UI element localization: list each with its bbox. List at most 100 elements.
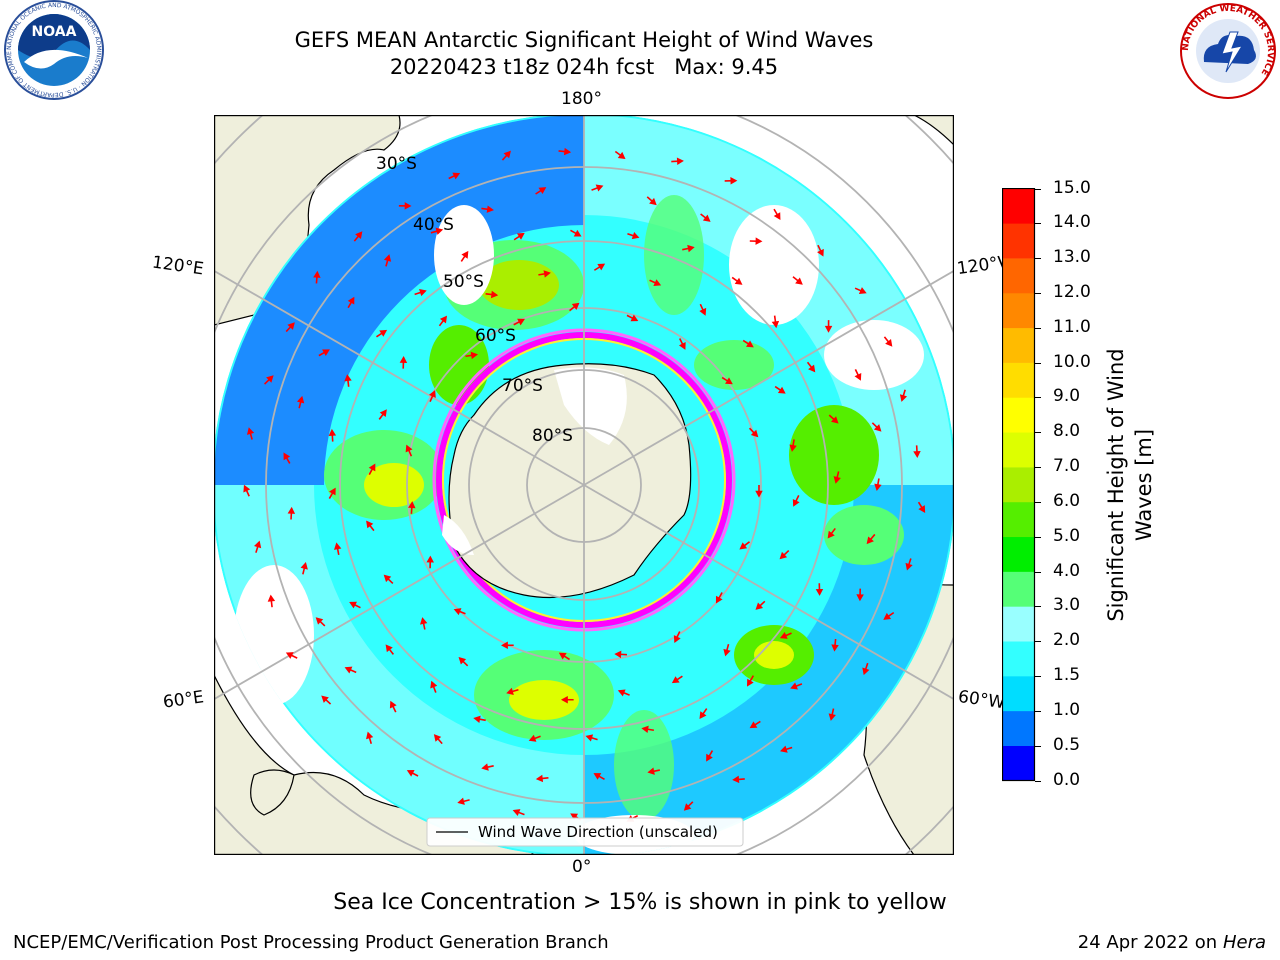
colorbar-tick-mark bbox=[1035, 467, 1041, 469]
wave-direction-arrowhead bbox=[779, 551, 788, 560]
wave-direction-arrowhead bbox=[815, 588, 824, 596]
wave-direction-arrowhead bbox=[771, 320, 780, 329]
colorbar-tick-mark bbox=[1035, 641, 1041, 643]
wave-direction-arrowhead bbox=[313, 270, 321, 278]
wave-direction-arrowhead bbox=[419, 617, 428, 625]
wave-direction-arrowhead bbox=[283, 452, 291, 461]
colorbar-segment bbox=[1002, 710, 1035, 746]
wave-direction-arrowhead bbox=[287, 506, 296, 514]
colorbar-tick-label: 0.0 bbox=[1053, 769, 1081, 790]
colorbar-tick-mark bbox=[1035, 327, 1041, 329]
colorbar-tick-mark bbox=[1035, 780, 1041, 782]
wave-direction-arrowhead bbox=[780, 745, 788, 753]
wave-direction-arrowhead bbox=[452, 172, 461, 180]
colorbar-segment bbox=[1002, 676, 1035, 712]
wave-direction-arrowhead bbox=[516, 232, 525, 240]
noaa-logo-text: NOAA bbox=[32, 24, 77, 40]
wave-direction-arrowhead bbox=[746, 340, 754, 348]
wave-direction-arrowhead bbox=[300, 562, 308, 570]
colorbar-tick-label: 3.0 bbox=[1053, 595, 1081, 616]
wave-direction-arrowhead bbox=[428, 390, 436, 398]
colorbar-tick-label: 1.0 bbox=[1053, 699, 1081, 720]
colorbar-tick-mark bbox=[1035, 292, 1041, 294]
wave-direction-arrowhead bbox=[571, 302, 580, 310]
wave-direction-arrowhead bbox=[792, 498, 800, 507]
credit-left: NCEP/EMC/Verification Post Processing Pr… bbox=[13, 932, 609, 953]
wave-direction-arrowhead bbox=[913, 450, 921, 459]
wave-direction-arrowhead bbox=[512, 809, 521, 817]
wave-direction-arrowhead bbox=[573, 229, 582, 237]
wave-direction-arrowhead bbox=[321, 695, 329, 703]
wave-direction-arrowhead bbox=[506, 687, 514, 695]
lon-label-60w: 60°W bbox=[956, 686, 1006, 714]
colorbar-segment bbox=[1002, 362, 1035, 398]
wave-direction-arrowhead bbox=[406, 770, 415, 777]
wave-direction-arrowhead bbox=[874, 483, 882, 491]
wave-direction-arrowhead bbox=[328, 428, 337, 437]
wave-direction-arrowhead bbox=[315, 617, 324, 625]
colorbar-label-line2: Waves [m] bbox=[1132, 428, 1156, 542]
colorbar bbox=[1002, 188, 1036, 782]
wave-direction-arrowhead bbox=[617, 689, 626, 697]
colorbar-segment bbox=[1002, 397, 1035, 433]
wave-direction-arrowhead bbox=[808, 364, 816, 373]
legend-label: Wind Wave Direction (unscaled) bbox=[478, 823, 718, 841]
map-frame bbox=[214, 115, 954, 855]
wave-direction-arrowhead bbox=[699, 307, 707, 316]
colorbar-label: Significant Height of Wind Waves [m] bbox=[1102, 335, 1158, 635]
wave-direction-arrowhead bbox=[653, 279, 662, 287]
wave-direction-arrowhead bbox=[558, 652, 567, 660]
lat-label-80s: 80°S bbox=[532, 426, 573, 446]
colorbar-tick-label: 12.0 bbox=[1053, 281, 1091, 302]
wave-direction-arrowhead bbox=[408, 501, 416, 509]
wave-direction-arrowhead bbox=[593, 773, 602, 780]
wave-direction-arrowhead bbox=[243, 484, 251, 493]
wave-direction-arrowhead bbox=[535, 774, 544, 783]
wave-direction-arrowhead bbox=[385, 644, 393, 653]
colorbar-tick-mark bbox=[1035, 710, 1041, 712]
colorbar-tick-label: 4.0 bbox=[1053, 560, 1081, 581]
wave-direction-arrowhead bbox=[383, 254, 392, 262]
wave-direction-arrowhead bbox=[683, 803, 692, 811]
colorbar-tick-label: 15.0 bbox=[1053, 177, 1091, 198]
colorbar-tick-label: 1.5 bbox=[1053, 665, 1081, 686]
colorbar-tick-label: 8.0 bbox=[1053, 421, 1081, 442]
lon-label-60e: 60°E bbox=[161, 687, 206, 713]
wave-direction-arrowhead bbox=[789, 444, 797, 452]
wave-direction-arrowhead bbox=[366, 520, 374, 529]
wave-direction-arrowhead bbox=[419, 289, 427, 297]
wave-direction-arrowhead bbox=[366, 731, 374, 740]
colorbar-tick-mark bbox=[1035, 432, 1041, 434]
wave-direction-arrowhead bbox=[355, 231, 363, 239]
wave-direction-arrowhead bbox=[426, 555, 434, 563]
colorbar-tick-mark bbox=[1035, 258, 1041, 260]
wave-direction-arrowhead bbox=[461, 250, 469, 259]
wave-direction-arrowhead bbox=[538, 187, 547, 195]
wave-direction-arrowhead bbox=[470, 351, 479, 360]
wave-direction-arrowhead bbox=[827, 530, 835, 539]
wave-direction-arrowhead bbox=[730, 177, 738, 185]
wave-direction-arrowhead bbox=[322, 349, 330, 356]
wave-direction-arrowhead bbox=[404, 202, 412, 210]
wave-direction-arrowhead bbox=[329, 487, 336, 496]
wave-direction-arrowhead bbox=[779, 632, 788, 639]
wave-direction-arrowhead bbox=[905, 562, 913, 571]
wave-direction-arrowhead bbox=[430, 680, 438, 689]
wave-map: 30°S 40°S 50°S 60°S 70°S 80°S Wind Wave … bbox=[214, 115, 954, 855]
wave-direction-arrowhead bbox=[254, 540, 262, 549]
colorbar-tick-mark bbox=[1035, 606, 1041, 608]
colorbar-segment bbox=[1002, 641, 1035, 677]
wave-direction-arrowhead bbox=[266, 375, 274, 383]
colorbar-segment bbox=[1002, 501, 1035, 538]
wave-direction-arrowhead bbox=[349, 601, 357, 609]
colorbar-tick-mark bbox=[1035, 501, 1041, 503]
colorbar-tick-label: 2.0 bbox=[1053, 630, 1081, 651]
wave-direction-arrowhead bbox=[570, 813, 579, 821]
colorbar-tick-mark bbox=[1035, 362, 1041, 364]
wave-direction-arrowhead bbox=[899, 394, 908, 402]
wave-direction-arrowhead bbox=[676, 157, 684, 165]
colorbar-segment bbox=[1002, 327, 1035, 363]
wave-direction-arrowhead bbox=[739, 542, 748, 550]
colorbar-label-line1: Significant Height of Wind bbox=[1104, 348, 1128, 622]
map-legend: Wind Wave Direction (unscaled) bbox=[426, 817, 744, 847]
